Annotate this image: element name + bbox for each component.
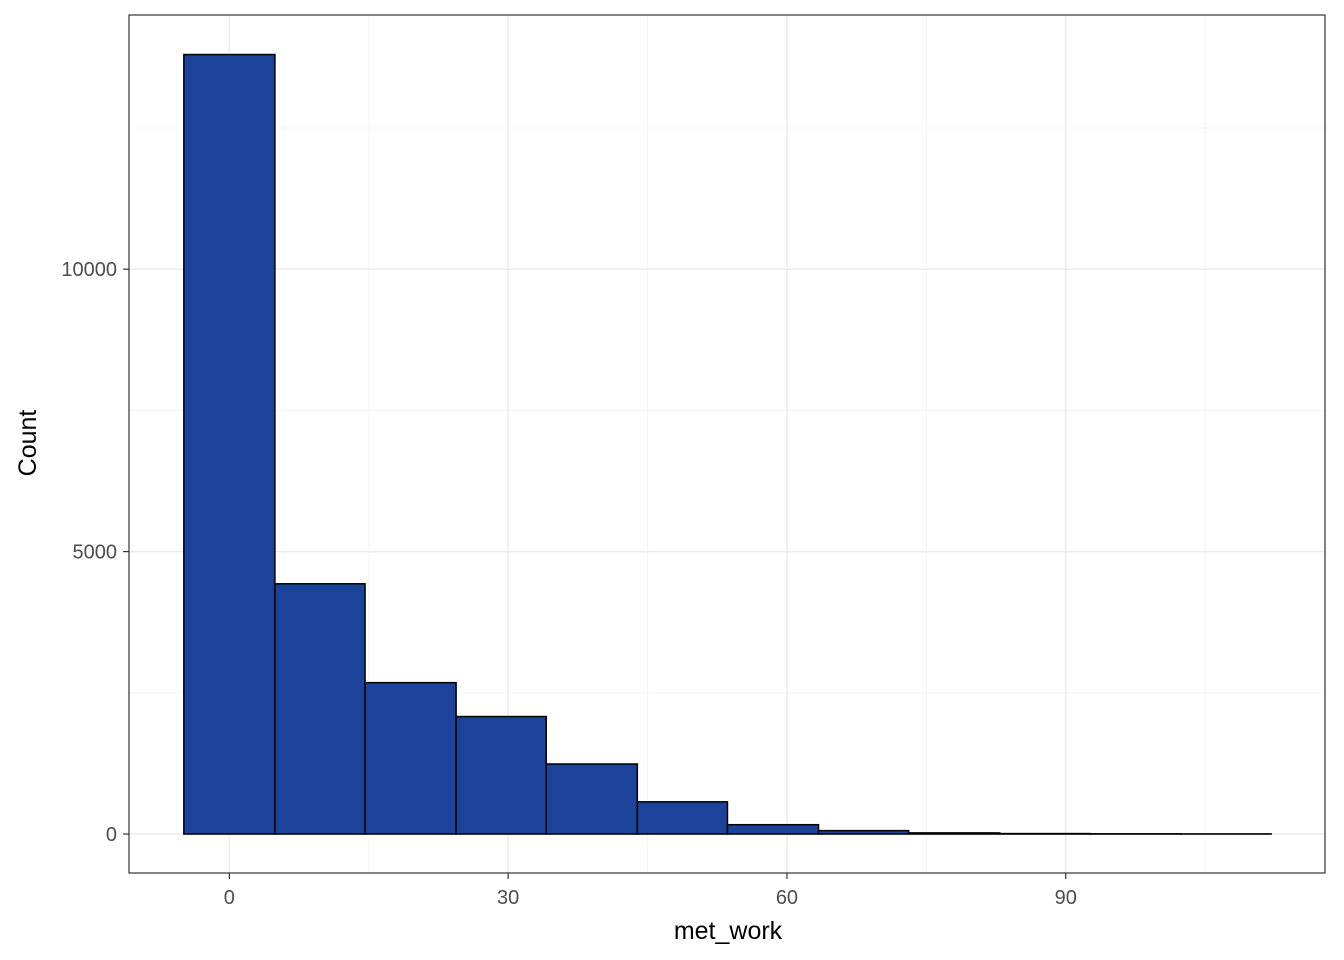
histogram-bar — [274, 583, 366, 835]
histogram-bar — [636, 801, 729, 835]
y-tick-label: 10000 — [61, 259, 117, 281]
histogram-bar — [726, 823, 820, 835]
histogram-bar — [183, 53, 276, 835]
histogram-bars — [183, 53, 1272, 835]
x-tick-label: 60 — [776, 887, 798, 909]
histogram-bar — [545, 763, 639, 835]
y-tick-label: 5000 — [73, 542, 118, 564]
x-axis-ticks: 0 30 60 90 — [224, 873, 1077, 909]
panel-border — [128, 14, 1326, 874]
y-axis-title: Count — [14, 410, 42, 477]
x-tick-label: 0 — [224, 887, 235, 909]
x-axis-title: met_work — [674, 917, 783, 945]
y-tick-label: 0 — [106, 824, 117, 846]
histogram-bar — [817, 829, 910, 835]
histogram-bar — [455, 715, 548, 835]
x-tick-label: 30 — [497, 887, 519, 909]
y-axis-ticks: 0 5000 10000 — [61, 259, 129, 846]
histogram-bar — [364, 681, 457, 835]
x-tick-label: 90 — [1055, 887, 1077, 909]
histogram-bar — [907, 832, 1001, 835]
